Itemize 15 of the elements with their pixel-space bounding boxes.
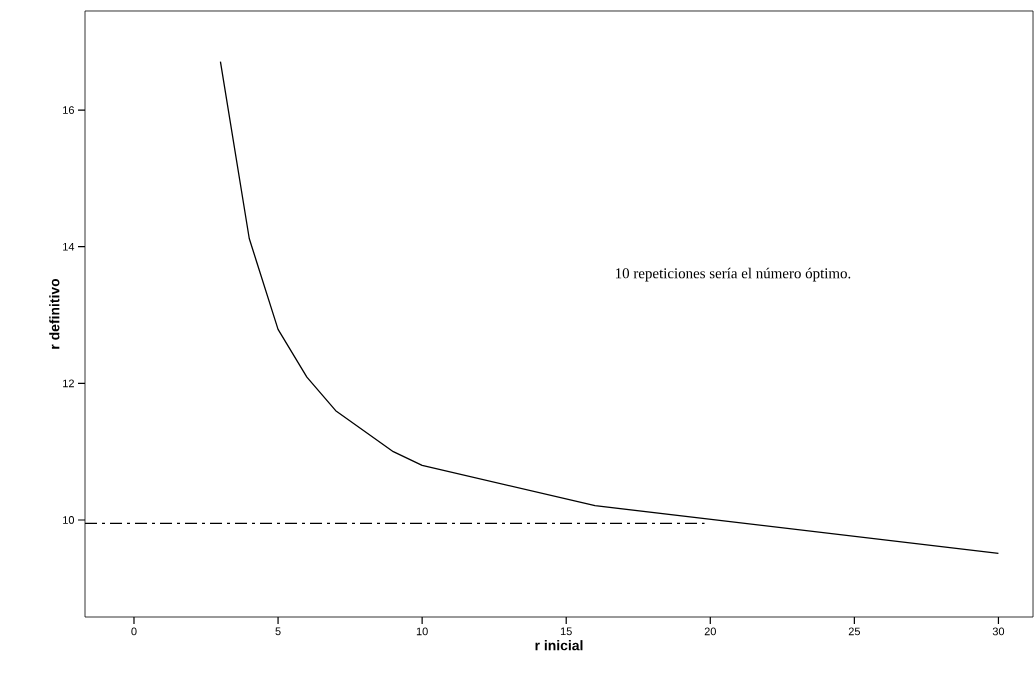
y-tick-label: 10 bbox=[63, 516, 75, 524]
y-tick-label: 14 bbox=[63, 242, 75, 251]
x-tick-label: 5 bbox=[275, 627, 281, 636]
x-tick-label: 0 bbox=[131, 627, 137, 636]
x-tick-label: 20 bbox=[704, 627, 716, 636]
x-tick-label: 15 bbox=[560, 627, 572, 636]
x-tick-label: 10 bbox=[416, 627, 428, 636]
y-tick-label: 16 bbox=[63, 106, 74, 114]
x-tick-label: 30 bbox=[992, 627, 1005, 636]
y-tick-label: 12 bbox=[63, 379, 74, 388]
x-tick-label: 25 bbox=[848, 627, 860, 636]
annotation: 10 repeticiones sería el número óptimo. bbox=[615, 267, 851, 282]
line-series bbox=[219, 60, 1000, 555]
x-axis-title: r inicial bbox=[535, 640, 583, 651]
y-axis-title: r definitivo bbox=[49, 278, 60, 349]
